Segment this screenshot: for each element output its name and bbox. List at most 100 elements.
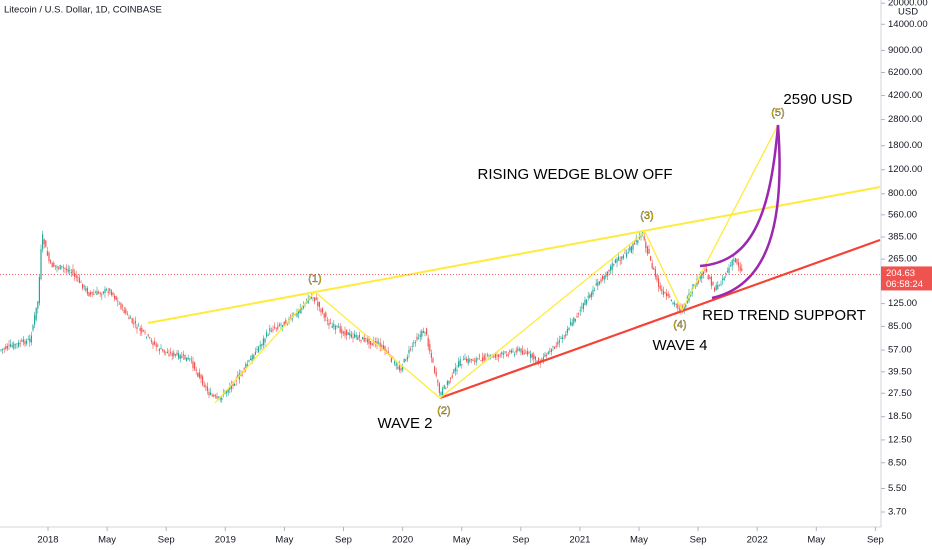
candle-body bbox=[363, 337, 365, 342]
candle-body bbox=[669, 296, 671, 298]
candle-body bbox=[66, 268, 68, 271]
candle-body bbox=[122, 305, 124, 307]
candle-body bbox=[106, 289, 108, 291]
candle-body bbox=[299, 308, 301, 314]
candle-body bbox=[485, 357, 487, 359]
annotation: (4) bbox=[673, 319, 686, 331]
candle-body bbox=[77, 276, 79, 278]
wedge-top-line bbox=[147, 186, 881, 324]
candle-body bbox=[246, 364, 248, 367]
candle-body bbox=[614, 259, 616, 264]
y-tick-label: 9000.00 bbox=[888, 45, 922, 56]
candle-body bbox=[280, 324, 282, 326]
candle-body bbox=[477, 358, 479, 360]
candle-body bbox=[413, 342, 415, 344]
candle-body bbox=[606, 271, 608, 276]
candle-body bbox=[34, 315, 36, 325]
x-tick-label: 2018 bbox=[37, 535, 58, 546]
candle-body bbox=[267, 334, 269, 336]
candle-body bbox=[32, 325, 34, 331]
candle-body bbox=[502, 353, 504, 355]
candle-body bbox=[70, 272, 72, 273]
candle-body bbox=[534, 356, 536, 360]
candle-body bbox=[622, 255, 624, 259]
candle-body bbox=[139, 327, 141, 331]
candle-body bbox=[90, 292, 92, 295]
candle-body bbox=[538, 357, 540, 363]
candle-body bbox=[418, 338, 420, 339]
candle-body bbox=[378, 342, 380, 344]
candle-body bbox=[453, 369, 455, 374]
candle-body bbox=[358, 334, 360, 338]
candle-body bbox=[475, 358, 477, 363]
candle-body bbox=[438, 383, 440, 393]
candle-body bbox=[573, 317, 575, 324]
candle-body bbox=[464, 358, 466, 360]
candle-body bbox=[414, 342, 416, 344]
candle-body bbox=[128, 317, 130, 320]
candle-body bbox=[406, 356, 408, 360]
y-tick-label: 5.50 bbox=[888, 483, 907, 494]
candle-body bbox=[171, 353, 173, 357]
candle-body bbox=[120, 303, 122, 309]
candle-body bbox=[93, 293, 95, 295]
candle-body bbox=[710, 276, 712, 286]
candle-body bbox=[381, 345, 383, 347]
candle-body bbox=[131, 318, 133, 323]
candle-body bbox=[728, 267, 730, 273]
candle-body bbox=[307, 299, 309, 304]
candle-body bbox=[195, 369, 197, 371]
candle-body bbox=[258, 346, 260, 353]
y-tick-label: 3.70 bbox=[888, 507, 907, 518]
candle-body bbox=[43, 239, 45, 245]
candle-body bbox=[328, 323, 330, 326]
candle-body bbox=[18, 342, 20, 347]
candle-body bbox=[595, 283, 597, 286]
candle-body bbox=[243, 368, 245, 370]
candle-body bbox=[250, 358, 252, 361]
candle-body bbox=[178, 353, 180, 359]
annotation: WAVE 2 bbox=[377, 415, 432, 432]
x-tick-label: 2020 bbox=[392, 535, 413, 546]
axis-unit: USD bbox=[898, 7, 918, 18]
candle-body bbox=[357, 336, 359, 340]
candle-body bbox=[717, 285, 719, 290]
annotation: RISING WEDGE BLOW OFF bbox=[477, 166, 672, 183]
candle-body bbox=[448, 380, 450, 384]
candle-body bbox=[722, 278, 724, 281]
candle-body bbox=[560, 337, 562, 339]
candle-body bbox=[213, 394, 215, 397]
candle-body bbox=[558, 340, 560, 343]
candle-body bbox=[360, 339, 362, 342]
candle-body bbox=[683, 303, 685, 312]
candle-body bbox=[318, 302, 320, 307]
candle-body bbox=[528, 352, 530, 354]
candle-body bbox=[547, 351, 549, 355]
candle-body bbox=[208, 391, 210, 396]
y-tick-label: 85.00 bbox=[888, 321, 912, 332]
candle-body bbox=[88, 292, 90, 297]
candle-body bbox=[154, 341, 156, 345]
candle-body bbox=[147, 334, 149, 336]
candle-body bbox=[565, 333, 567, 336]
candle-body bbox=[533, 354, 535, 359]
candle-body bbox=[264, 338, 266, 343]
candle-body bbox=[677, 304, 679, 309]
candle-body bbox=[651, 263, 653, 269]
candle-body bbox=[667, 293, 669, 297]
candle-body bbox=[62, 267, 64, 269]
candle-body bbox=[741, 268, 743, 271]
candle-body bbox=[301, 307, 303, 310]
candle-body bbox=[678, 308, 680, 310]
candle-body bbox=[571, 322, 573, 326]
candle-body bbox=[123, 309, 125, 314]
candle-body bbox=[194, 362, 196, 370]
candle-body bbox=[512, 350, 514, 352]
candle-body bbox=[523, 353, 525, 355]
candle-body bbox=[3, 348, 5, 350]
candle-body bbox=[0, 349, 2, 351]
candle-body bbox=[234, 383, 236, 386]
candle-body bbox=[635, 238, 637, 242]
candle-body bbox=[109, 288, 111, 291]
candle-body bbox=[510, 350, 512, 353]
